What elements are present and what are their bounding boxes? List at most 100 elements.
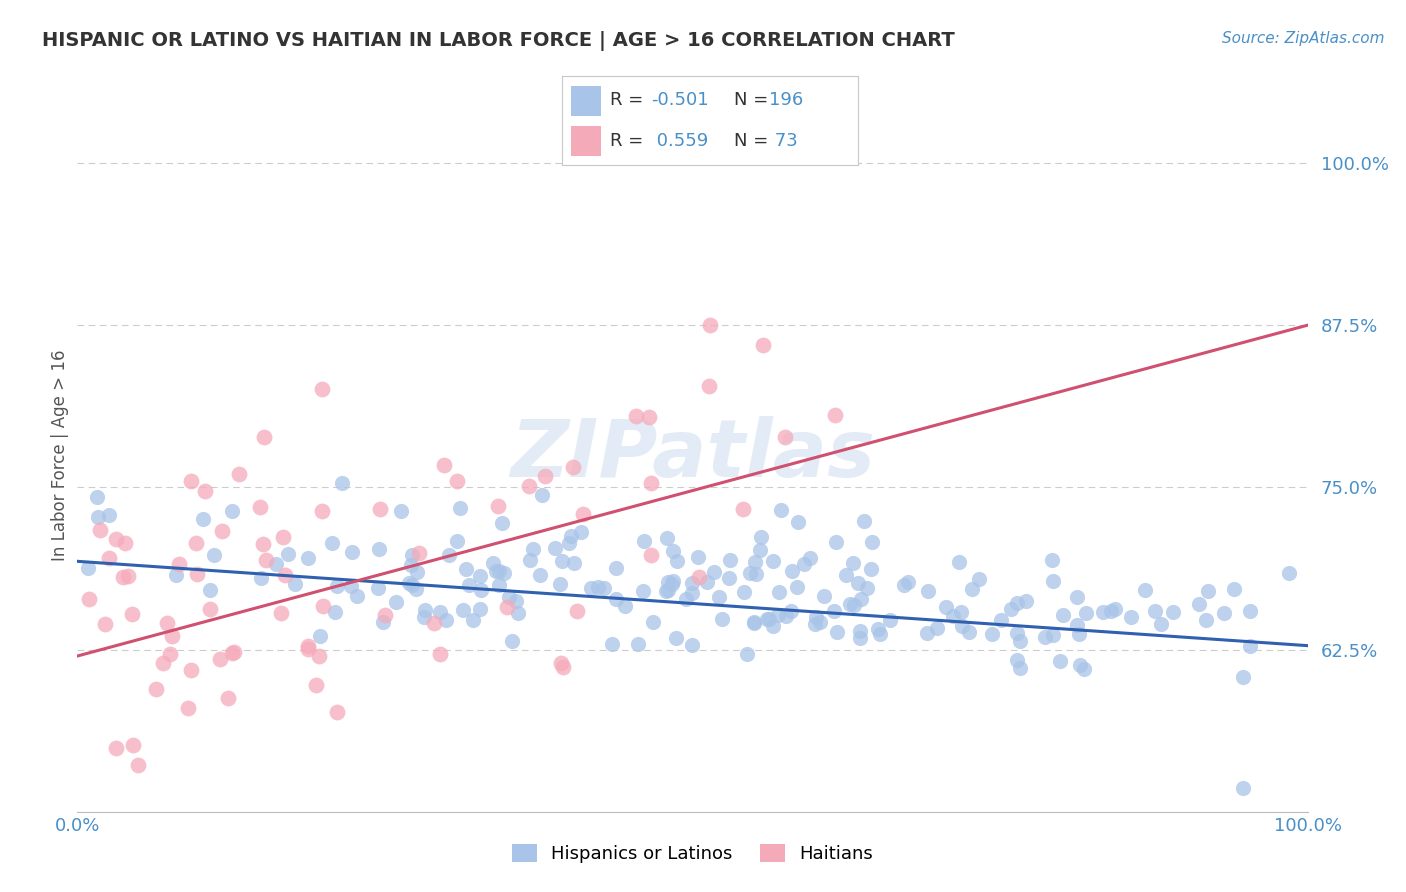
Point — [117, 569, 139, 583]
Point — [461, 613, 484, 627]
Text: 0.559: 0.559 — [651, 132, 709, 151]
Point — [508, 606, 530, 620]
Point — [451, 603, 474, 617]
Point — [468, 569, 491, 583]
Point — [657, 582, 679, 597]
Point — [198, 602, 221, 616]
Point — [1005, 626, 1028, 640]
Point — [371, 615, 394, 629]
Point — [519, 479, 541, 493]
Point — [311, 382, 333, 396]
Point — [1052, 607, 1074, 622]
Point — [321, 536, 343, 550]
Legend: Hispanics or Latinos, Haitians: Hispanics or Latinos, Haitians — [505, 837, 880, 871]
Text: Source: ZipAtlas.com: Source: ZipAtlas.com — [1222, 31, 1385, 46]
Point — [803, 617, 825, 632]
Point — [981, 627, 1004, 641]
Point — [1008, 633, 1031, 648]
Point — [270, 607, 292, 621]
Point — [446, 533, 468, 548]
Point — [1073, 662, 1095, 676]
Point — [94, 616, 117, 631]
Point — [326, 705, 349, 719]
Point — [849, 591, 872, 606]
Point — [519, 553, 541, 567]
Point — [449, 501, 471, 516]
Point — [1042, 574, 1064, 589]
Point — [429, 605, 451, 619]
Point — [193, 512, 215, 526]
Point — [950, 606, 973, 620]
Point — [813, 589, 835, 603]
FancyBboxPatch shape — [571, 86, 600, 116]
Point — [413, 609, 436, 624]
FancyBboxPatch shape — [571, 126, 600, 156]
Point — [860, 535, 883, 549]
Point — [550, 656, 572, 670]
Point — [641, 615, 664, 630]
Point — [145, 681, 167, 696]
Point — [869, 627, 891, 641]
Point — [866, 623, 889, 637]
Point — [221, 504, 243, 518]
Point — [429, 648, 451, 662]
Point — [367, 581, 389, 595]
Point — [76, 561, 98, 575]
Point — [567, 604, 589, 618]
Point — [114, 535, 136, 549]
Point — [127, 758, 149, 772]
Point — [266, 557, 288, 571]
Point — [849, 624, 872, 639]
Point — [1066, 618, 1088, 632]
Point — [1188, 598, 1211, 612]
Point — [842, 556, 865, 570]
Point — [488, 565, 510, 579]
Point — [605, 561, 627, 575]
Point — [731, 501, 754, 516]
Point — [1033, 630, 1056, 644]
Point — [633, 533, 655, 548]
Point — [624, 409, 647, 424]
Point — [437, 549, 460, 563]
Point — [544, 541, 567, 556]
Point — [297, 641, 319, 656]
Point — [505, 594, 527, 608]
Point — [249, 500, 271, 514]
Point — [1104, 601, 1126, 615]
Point — [423, 615, 446, 630]
Point — [844, 598, 866, 612]
Point — [990, 613, 1012, 627]
Point — [398, 575, 420, 590]
Point — [1119, 609, 1142, 624]
Point — [551, 660, 574, 674]
Point — [340, 545, 363, 559]
Point — [340, 579, 363, 593]
Point — [434, 613, 457, 627]
Point — [224, 645, 246, 659]
Point — [681, 638, 703, 652]
Point — [1069, 626, 1091, 640]
Point — [665, 632, 688, 646]
Point — [717, 571, 740, 585]
Point — [710, 612, 733, 626]
Point — [742, 615, 765, 630]
Point — [346, 589, 368, 603]
Point — [401, 548, 423, 562]
Point — [399, 558, 422, 573]
Point — [111, 570, 134, 584]
Point — [1007, 653, 1029, 667]
Point — [915, 626, 938, 640]
Point — [793, 558, 815, 572]
Point — [697, 378, 720, 392]
Point — [433, 458, 456, 473]
Point — [562, 556, 585, 570]
Point — [766, 608, 789, 623]
Point — [297, 550, 319, 565]
Point — [121, 738, 143, 752]
Point — [309, 629, 332, 643]
Point — [1239, 639, 1261, 653]
Point — [104, 533, 127, 547]
Point — [718, 553, 741, 567]
Point — [1143, 603, 1166, 617]
Point — [254, 553, 277, 567]
